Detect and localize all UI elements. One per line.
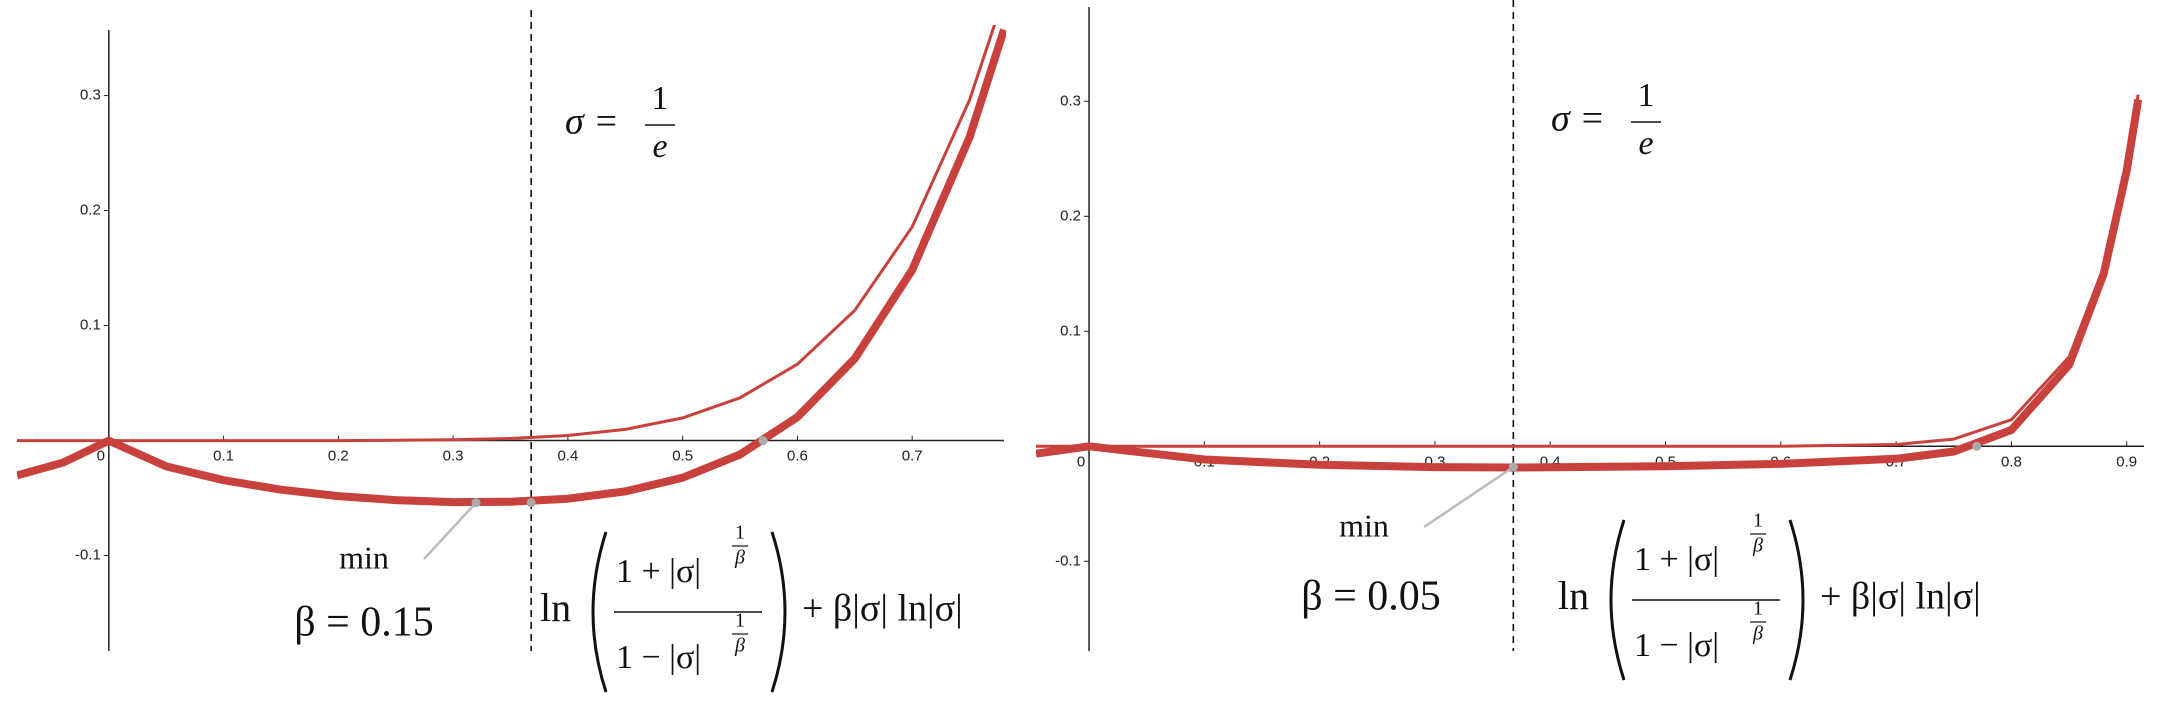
curve bbox=[1036, 98, 2143, 472]
x-tick-label: 0.7 bbox=[902, 448, 923, 465]
x-tick-label: 0.1 bbox=[213, 448, 234, 465]
y-tick-label: -0.1 bbox=[75, 547, 101, 564]
x-tick-label: 0.2 bbox=[328, 448, 349, 465]
exp-num: 1 bbox=[1753, 598, 1763, 620]
y-tick-label: 0.3 bbox=[80, 87, 101, 104]
x-tick-label: 0.8 bbox=[2001, 453, 2022, 470]
chart: 0 0.1 0.2 0.3 0.4 0.5 0.6 0.7 0.3 0.2 0.1 -0.1 σ = 1 e… bbox=[17, 10, 1006, 693]
exp-num: 1 bbox=[735, 610, 745, 632]
x-tick-label: 0.9 bbox=[2116, 453, 2137, 470]
y-tick-label: -0.1 bbox=[1055, 552, 1081, 569]
formula-den: 1 − |σ| bbox=[1634, 627, 1719, 664]
paren-right bbox=[1788, 519, 1805, 681]
min-label: min bbox=[339, 539, 389, 575]
exp-den: β bbox=[1752, 535, 1763, 557]
x-tick-label: 0.4 bbox=[557, 448, 578, 465]
curve bbox=[17, 25, 997, 443]
x-tick-label: 0 bbox=[97, 448, 105, 465]
chart: 0 0.1 0.2 0.3 0.4 0.5 0.6 0.7 0.8 0.90.30.20.1-0.… bbox=[1036, 0, 2144, 681]
formula-ln: ln bbox=[540, 585, 571, 630]
curve bbox=[1036, 94, 2140, 448]
curve bbox=[17, 28, 1006, 507]
marker bbox=[758, 436, 768, 446]
formula-num: 1 + |σ| bbox=[1634, 541, 1719, 578]
formula-den: 1 − |σ| bbox=[616, 639, 701, 676]
leader-line bbox=[423, 501, 477, 560]
paren-left bbox=[591, 531, 608, 693]
marker bbox=[1972, 441, 1982, 451]
y-tick-label: 0.2 bbox=[80, 202, 101, 219]
exp-den: β bbox=[734, 635, 745, 657]
formula-tail: + β|σ| ln|σ| bbox=[802, 588, 963, 630]
marker bbox=[1508, 462, 1518, 472]
paren-left bbox=[1609, 519, 1626, 681]
formula-ln: ln bbox=[1558, 573, 1589, 618]
beta-label: β = 0.05 bbox=[1301, 574, 1441, 620]
sigma-lhs: σ = bbox=[565, 101, 619, 143]
marker bbox=[471, 498, 481, 508]
y-tick-label: 0.3 bbox=[1060, 92, 1081, 109]
exp-den: β bbox=[1752, 623, 1763, 645]
leader-line bbox=[1423, 465, 1515, 529]
x-tick-label: 0 bbox=[1077, 453, 1085, 470]
beta-label: β = 0.15 bbox=[294, 600, 434, 646]
sigma-den: e bbox=[652, 128, 667, 165]
marker bbox=[526, 498, 536, 508]
paren-right bbox=[770, 531, 787, 693]
sigma-lhs: σ = bbox=[1551, 98, 1605, 140]
x-tick-label: 0.3 bbox=[443, 448, 464, 465]
y-tick-label: 0.1 bbox=[80, 317, 101, 334]
sigma-num: 1 bbox=[1638, 77, 1655, 114]
formula-tail: + β|σ| ln|σ| bbox=[1820, 576, 1981, 618]
sigma-den: e bbox=[1638, 125, 1653, 162]
y-tick-label: 0.1 bbox=[1060, 322, 1081, 339]
min-label: min bbox=[1339, 507, 1389, 543]
exp-num: 1 bbox=[735, 522, 745, 544]
exp-den: β bbox=[734, 547, 745, 569]
exp-num: 1 bbox=[1753, 510, 1763, 532]
formula-num: 1 + |σ| bbox=[616, 553, 701, 590]
sigma-num: 1 bbox=[652, 80, 669, 117]
x-tick-label: 0.5 bbox=[672, 448, 693, 465]
x-tick-label: 0.6 bbox=[787, 448, 808, 465]
y-tick-label: 0.2 bbox=[1060, 207, 1081, 224]
